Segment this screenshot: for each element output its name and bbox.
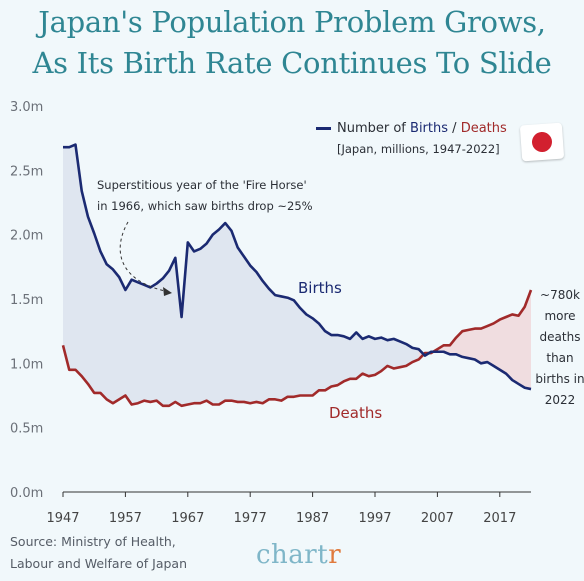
deaths-series-line [61, 289, 533, 408]
legend-swatch [316, 127, 331, 130]
x-tick-label: 1977 [234, 511, 267, 526]
chart-legend: Number of Births / Deaths [Japan, millio… [316, 121, 578, 156]
x-tick-label: 1997 [358, 511, 391, 526]
y-tick-label: 2.5m [10, 164, 43, 179]
source-line-2: Labour and Welfare of Japan [10, 556, 187, 571]
legend-births-label: Births [410, 121, 449, 136]
births-surplus-area [63, 144, 425, 406]
annotation-arrowhead [163, 287, 172, 296]
legend-separator: / [452, 121, 457, 136]
gap-annotation-line: more [544, 309, 575, 323]
y-tick-label: 1.5m [10, 293, 43, 308]
japan-flag-icon [519, 122, 565, 162]
fire-horse-annotation-line-1: Superstitious year of the 'Fire Horse' [97, 178, 307, 192]
births-series-label: Births [298, 279, 342, 297]
y-tick-label: 2.0m [10, 229, 43, 244]
annotation-arrow-line [119, 221, 171, 293]
flag-red-circle [531, 131, 553, 153]
x-tick-label: 1987 [296, 511, 329, 526]
chartr-logo: chartr [256, 540, 341, 570]
source-note: Source: Ministry of Health, Labour and W… [10, 531, 187, 575]
fire-horse-annotation-line-2: in 1966, which saw births drop ~25% [97, 199, 313, 213]
x-tick-label: 1967 [171, 511, 204, 526]
gap-annotation-line: births in [535, 372, 584, 386]
x-tick-label: 1947 [46, 511, 79, 526]
y-tick-label: 3.0m [10, 100, 43, 115]
x-tick-label: 2007 [421, 511, 454, 526]
legend-deaths-label: Deaths [460, 121, 507, 136]
x-tick-label: 1957 [109, 511, 142, 526]
chart-title: Japan's Population Problem Grows, As Its… [0, 2, 584, 84]
source-line-1: Source: Ministry of Health, [10, 534, 176, 549]
gap-annotation-line: deaths [540, 330, 581, 344]
gap-annotation-line: 2022 [545, 393, 576, 407]
legend-prefix: Number of [337, 121, 406, 136]
logo-text: chart [256, 540, 329, 570]
deaths-surplus-area [431, 289, 531, 390]
logo-accent: r [328, 540, 342, 570]
x-tick-label: 2017 [483, 511, 516, 526]
deaths-series-label: Deaths [329, 404, 382, 422]
legend-entry: Number of Births / Deaths [316, 121, 578, 136]
gap-annotation-line: ~780k [540, 288, 580, 302]
chart-title-line-2: As Its Birth Rate Continues To Slide [32, 46, 552, 80]
gap-annotation-line: than [546, 351, 573, 365]
chart-subtitle: [Japan, millions, 1947-2022] [337, 142, 500, 156]
births-series-line [63, 143, 532, 391]
y-tick-label: 0.5m [10, 422, 43, 437]
y-tick-label: 1.0m [10, 357, 43, 372]
chart-title-line-1: Japan's Population Problem Grows, [38, 5, 546, 39]
y-tick-label: 0.0m [10, 486, 43, 501]
